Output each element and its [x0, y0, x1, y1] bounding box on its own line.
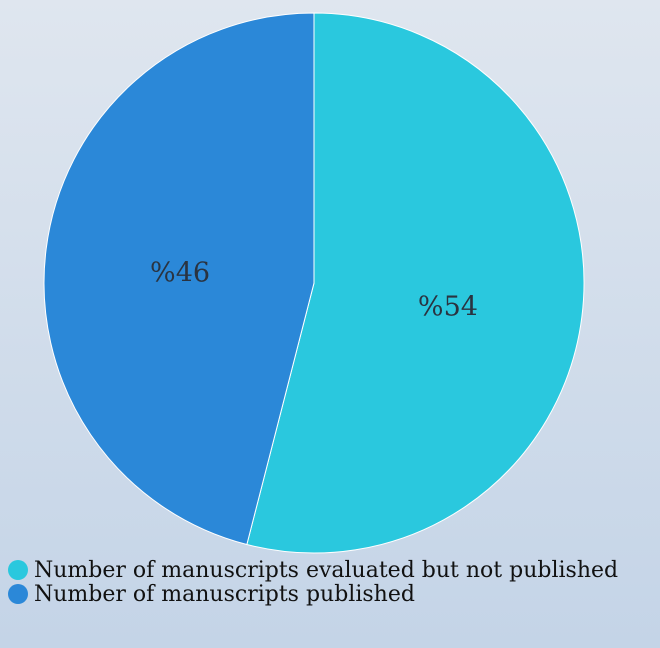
value-label: %46: [150, 258, 210, 289]
pie: %54 %46: [43, 12, 585, 554]
legend-label: Number of manuscripts published: [34, 582, 415, 607]
legend: Number of manuscripts evaluated but not …: [8, 558, 618, 607]
pie-slice: [246, 12, 585, 554]
value-label: %54: [418, 291, 478, 322]
legend-swatch: [8, 584, 28, 604]
pie-slice: [43, 12, 315, 546]
legend-swatch: [8, 560, 28, 580]
legend-label: Number of manuscripts evaluated but not …: [34, 558, 618, 583]
